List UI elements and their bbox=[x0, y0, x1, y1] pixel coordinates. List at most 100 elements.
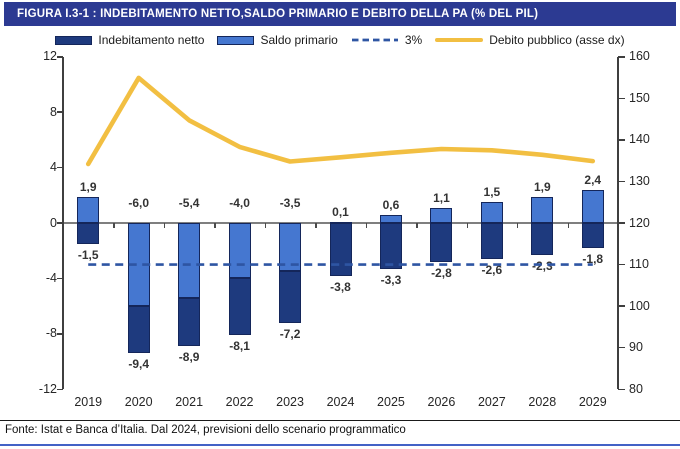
category-tick bbox=[113, 223, 115, 228]
bar-indebitamento-2023 bbox=[279, 271, 302, 323]
debt-line bbox=[85, 75, 596, 167]
category-tick bbox=[416, 223, 418, 228]
left-axis-tick bbox=[56, 333, 63, 335]
legend-item-3: Debito pubblico (asse dx) bbox=[435, 33, 625, 47]
bar-saldo-2021 bbox=[178, 223, 201, 298]
category-tick bbox=[466, 223, 469, 228]
label-indebitamento-2020: -9,4 bbox=[128, 357, 150, 372]
right-axis-tick-label: 150 bbox=[629, 90, 650, 105]
legend-item-0: Indebitamento netto bbox=[55, 33, 204, 47]
right-axis-tick-label: 160 bbox=[629, 49, 650, 64]
year-label-2019: 2019 bbox=[74, 394, 103, 409]
left-axis-tick-label: 0 bbox=[50, 215, 57, 230]
left-axis-tick bbox=[56, 111, 63, 113]
legend-label: Indebitamento netto bbox=[98, 33, 205, 47]
label-indebitamento-2025: -3,3 bbox=[380, 272, 402, 287]
right-axis-tick-label: 110 bbox=[629, 257, 649, 272]
year-label-2020: 2020 bbox=[124, 394, 153, 409]
category-tick bbox=[567, 223, 569, 228]
right-axis-tick bbox=[618, 56, 625, 58]
right-axis-tick-label: 140 bbox=[629, 132, 650, 147]
year-label-2029: 2029 bbox=[578, 394, 607, 409]
year-label-2025: 2025 bbox=[377, 394, 405, 409]
year-label-2022: 2022 bbox=[225, 394, 254, 409]
figure-title: FIGURA I.3-1 : INDEBITAMENTO NETTO,SALDO… bbox=[17, 8, 539, 20]
bar-saldo-2020 bbox=[127, 223, 150, 307]
left-axis-tick-label: -12 bbox=[38, 381, 57, 396]
legend-label: Debito pubblico (asse dx) bbox=[489, 33, 625, 47]
label-indebitamento-2028: -2,3 bbox=[531, 258, 553, 273]
legend-swatch-dark-bar bbox=[55, 35, 93, 45]
footer-separator bbox=[0, 420, 680, 422]
year-label-2021: 2021 bbox=[175, 394, 204, 409]
bar-indebitamento-2019 bbox=[77, 223, 100, 244]
category-tick bbox=[517, 223, 519, 228]
label-saldo-2027: 1,5 bbox=[483, 185, 501, 200]
right-axis-tick bbox=[618, 305, 625, 307]
bar-indebitamento-2022 bbox=[228, 278, 251, 336]
bottom-border bbox=[0, 443, 680, 446]
label-indebitamento-2019: -1,5 bbox=[77, 247, 99, 262]
label-indebitamento-2024: -3,8 bbox=[330, 279, 351, 294]
category-tick bbox=[214, 223, 216, 228]
bar-indebitamento-2020 bbox=[127, 306, 150, 354]
legend: Indebitamento netto Saldo primario 3% Debit… bbox=[0, 31, 680, 49]
right-axis-tick bbox=[618, 180, 625, 183]
left-axis-tick-label: -4 bbox=[45, 270, 57, 285]
bar-saldo-2024 bbox=[329, 221, 352, 224]
legend-swatch-dashed-line bbox=[351, 38, 398, 42]
bar-indebitamento-2028 bbox=[531, 223, 554, 255]
category-tick bbox=[264, 223, 267, 228]
bar-saldo-2023 bbox=[279, 223, 302, 272]
left-axis-tick-label: -8 bbox=[45, 326, 57, 341]
legend-swatch-debt-line bbox=[435, 37, 484, 43]
figure-title-bar: FIGURA I.3-1 : INDEBITAMENTO NETTO,SALDO… bbox=[4, 2, 676, 26]
label-saldo-2029: 2,4 bbox=[584, 172, 602, 187]
right-axis-tick bbox=[618, 139, 625, 141]
right-axis-tick-label: 120 bbox=[629, 215, 650, 230]
right-axis-tick bbox=[618, 222, 625, 224]
bar-saldo-2019 bbox=[77, 196, 100, 223]
right-axis-tick bbox=[618, 263, 625, 266]
year-label-2026: 2026 bbox=[427, 394, 456, 409]
bar-indebitamento-2027 bbox=[480, 223, 503, 260]
legend-swatch-light-bar bbox=[217, 35, 255, 45]
category-tick bbox=[365, 223, 368, 228]
year-label-2024: 2024 bbox=[326, 394, 355, 409]
bar-indebitamento-2029 bbox=[581, 223, 604, 248]
right-axis-tick-label: 130 bbox=[629, 173, 650, 188]
label-indebitamento-2027: -2,6 bbox=[481, 263, 503, 278]
legend-item-1: Saldo primario bbox=[217, 33, 338, 47]
right-axis-tick bbox=[618, 388, 625, 390]
bar-saldo-2022 bbox=[228, 223, 251, 279]
right-axis-tick-label: 90 bbox=[629, 340, 643, 355]
right-axis-tick-label: 80 bbox=[629, 381, 643, 396]
bar-saldo-2027 bbox=[480, 202, 503, 223]
category-tick bbox=[163, 223, 166, 228]
label-saldo-2023: -3,5 bbox=[279, 196, 301, 210]
year-label-2027: 2027 bbox=[477, 394, 506, 409]
label-saldo-2026: 1,1 bbox=[433, 190, 450, 205]
left-axis-tick-label: 4 bbox=[50, 160, 57, 175]
left-axis-tick bbox=[56, 166, 63, 169]
label-indebitamento-2026: -2,8 bbox=[431, 265, 452, 280]
label-saldo-2019: 1,9 bbox=[79, 179, 97, 194]
legend-label: 3% bbox=[404, 33, 423, 47]
label-saldo-2025: 0,6 bbox=[382, 197, 400, 212]
label-saldo-2021: -5,4 bbox=[178, 196, 200, 210]
left-axis-tick bbox=[56, 56, 63, 58]
label-indebitamento-2022: -8,1 bbox=[229, 339, 250, 354]
legend-item-2: 3% bbox=[351, 33, 422, 47]
source-note: Fonte: Istat e Banca d’Italia. Dal 2024,… bbox=[5, 424, 406, 436]
left-axis-tick bbox=[56, 222, 63, 224]
year-label-2028: 2028 bbox=[528, 394, 557, 409]
bar-saldo-2026 bbox=[430, 207, 453, 223]
right-axis-tick bbox=[618, 346, 625, 349]
legend-label: Saldo primario bbox=[260, 33, 338, 47]
left-axis-tick bbox=[56, 277, 63, 280]
bar-indebitamento-2025 bbox=[379, 223, 402, 269]
year-label-2023: 2023 bbox=[276, 394, 304, 409]
left-axis-tick-label: 8 bbox=[50, 104, 57, 119]
label-saldo-2020: -6,0 bbox=[128, 196, 150, 210]
